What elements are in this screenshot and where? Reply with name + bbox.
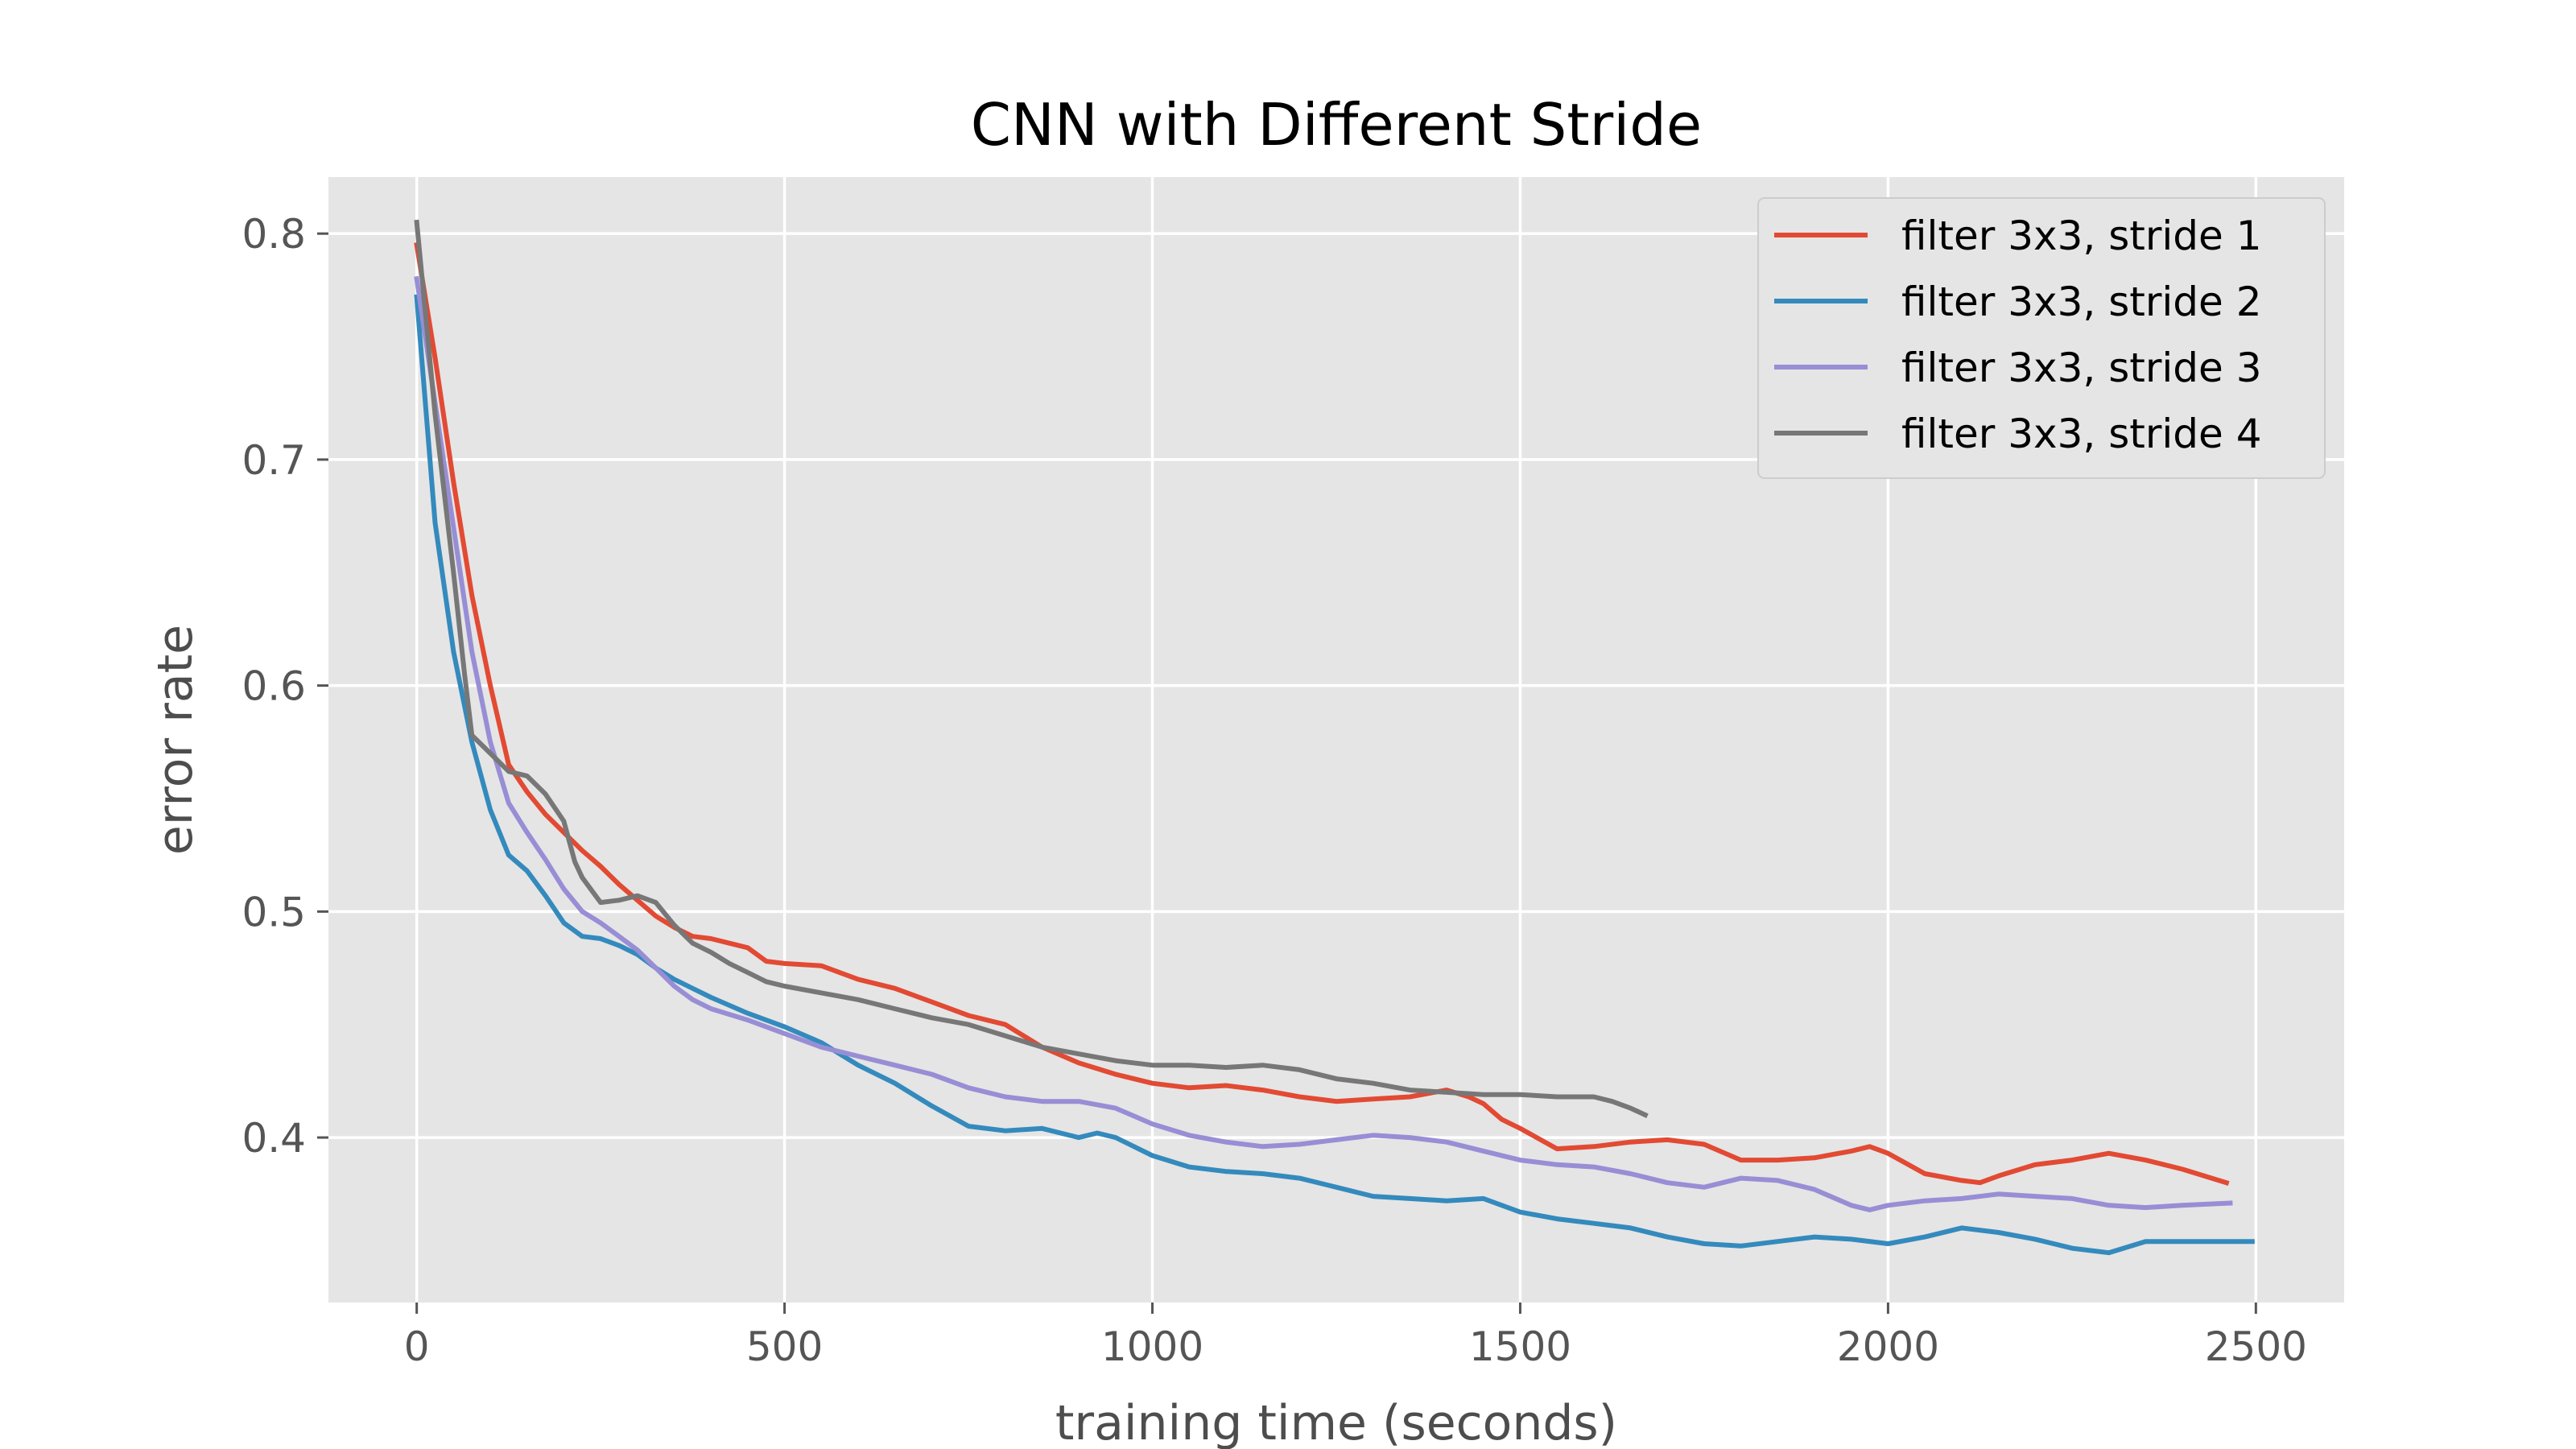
x-tick-label: 1000 [1101,1323,1203,1370]
legend-entry-stride-2: filter 3x3, stride 2 [1774,279,2262,325]
legend-label: filter 3x3, stride 2 [1901,279,2262,325]
series-layer [414,219,2255,1256]
legend-label: filter 3x3, stride 3 [1901,345,2262,391]
series-line-stride-1 [414,242,2230,1186]
series-line-stride-3 [414,275,2233,1212]
legend: filter 3x3, stride 1 filter 3x3, stride … [1757,197,2326,479]
x-tick-label: 2000 [1837,1323,1939,1370]
legend-label: filter 3x3, stride 1 [1901,213,2262,259]
x-tick-label: 500 [746,1323,823,1370]
y-axis-label: error rate [147,625,204,855]
x-tick-label: 1500 [1469,1323,1571,1370]
legend-entry-stride-3: filter 3x3, stride 3 [1774,345,2262,391]
x-tick-label: 0 [404,1323,430,1370]
x-axis: 0 500 1000 1500 2000 2500 [404,1302,2307,1370]
y-tick-label: 0.8 [242,211,306,258]
y-tick-label: 0.7 [242,437,306,484]
x-tick-label: 2500 [2205,1323,2307,1370]
chart-title: CNN with Different Stride [971,91,1702,159]
series-line-stride-4 [414,219,1649,1118]
x-axis-label: training time (seconds) [1055,1395,1617,1449]
y-tick-label: 0.5 [242,889,306,935]
legend-box [1757,197,2326,479]
legend-entry-stride-4: filter 3x3, stride 4 [1774,411,2262,457]
legend-label: filter 3x3, stride 4 [1901,411,2262,457]
y-tick-label: 0.4 [242,1115,306,1162]
legend-entry-stride-1: filter 3x3, stride 1 [1774,213,2262,259]
y-tick-label: 0.6 [242,663,306,710]
y-axis: 0.4 0.5 0.6 0.7 0.8 [242,211,328,1162]
series-line-stride-2 [414,294,2255,1256]
